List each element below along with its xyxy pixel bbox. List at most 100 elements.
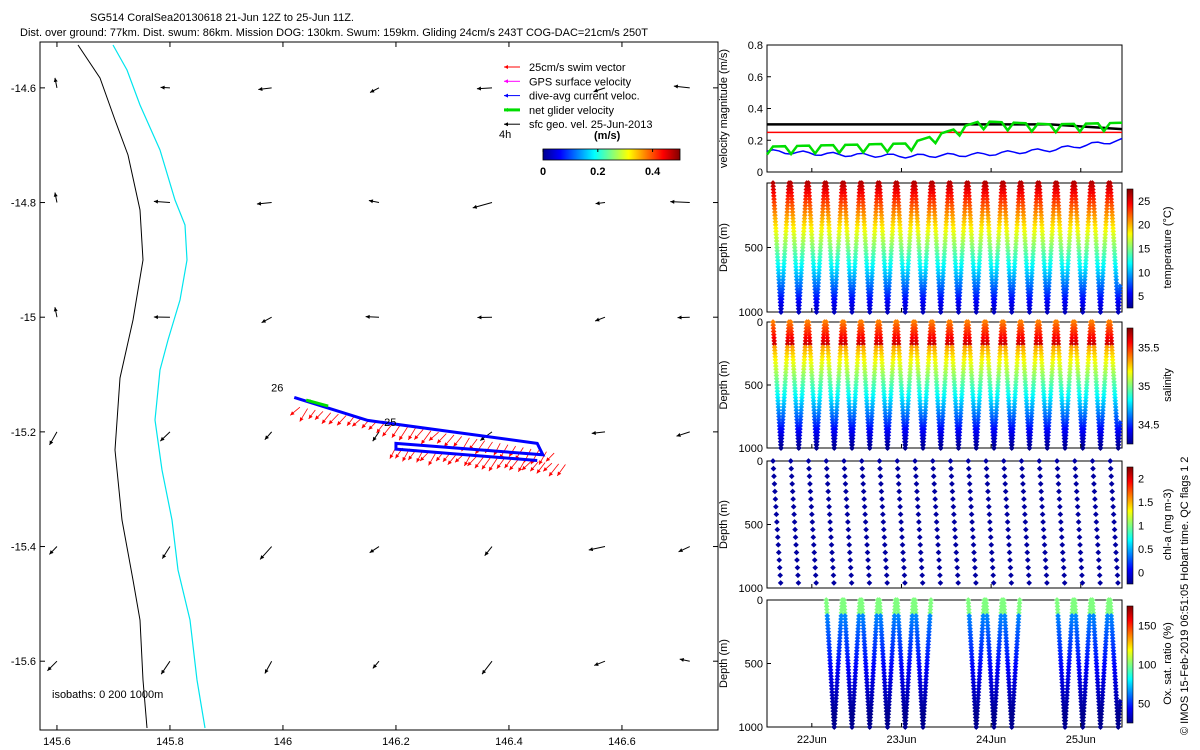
dive-sample-point <box>1040 241 1046 248</box>
dive-sample-point <box>771 199 778 206</box>
dive-sample-point <box>844 228 850 235</box>
dive-sample-point <box>818 231 825 238</box>
dive-sample-point <box>1083 257 1089 264</box>
dive-sample-point <box>834 397 841 404</box>
dive-sample-point <box>906 251 912 257</box>
dive-sample-point <box>783 356 790 363</box>
dive-sample-point <box>851 413 857 420</box>
dive-sample-point <box>887 267 893 273</box>
dive-sample-point <box>1005 251 1011 257</box>
dive-sample-point <box>886 423 892 429</box>
dive-sample-point <box>797 280 804 286</box>
dive-sample-point <box>785 189 792 196</box>
dive-sample-point <box>976 264 982 270</box>
dive-sample-point <box>888 382 895 388</box>
dive-sample-point <box>984 196 990 202</box>
panel-y-label: Depth (m) <box>718 223 730 272</box>
dive-sample-point <box>815 283 821 290</box>
dive-sample-point <box>891 331 898 338</box>
dive-sample-point <box>842 196 848 202</box>
dive-sample-point <box>827 388 834 395</box>
geo-velocity-arrow-head <box>162 554 167 559</box>
dive-sample-point <box>827 238 833 244</box>
dive-sample-point <box>1056 218 1063 225</box>
swim-vector-head <box>382 432 387 437</box>
dive-sample-point <box>852 394 859 401</box>
dive-sample-point <box>816 270 822 277</box>
dive-sample-point <box>852 391 859 398</box>
dive-sample-point <box>837 209 844 215</box>
dive-sample-point <box>939 276 946 283</box>
dive-sample-point <box>837 215 843 222</box>
dive-sample-point <box>1104 199 1111 206</box>
dive-sample-point <box>854 363 861 369</box>
dive-sample-point <box>958 260 965 267</box>
dive-sample-point <box>820 341 826 347</box>
dive-sample-point <box>926 199 933 206</box>
dive-sample-point <box>873 344 879 351</box>
dive-sample-point <box>811 267 817 273</box>
dive-sample-point <box>1046 270 1053 277</box>
dive-sample-point <box>816 267 822 273</box>
dive-sample-point <box>1023 254 1029 261</box>
dive-sample-point <box>785 328 792 335</box>
dive-sample-point <box>888 251 894 257</box>
chla-colorbar-tick-label: 1 <box>1138 521 1144 533</box>
dive-sample-point <box>1090 186 1096 193</box>
dive-sample-point <box>896 212 903 219</box>
dive-sample-point <box>841 183 848 190</box>
dive-sample-point <box>798 404 805 410</box>
dive-sample-point <box>924 244 930 251</box>
dive-sample-point <box>1003 228 1010 235</box>
dive-sample-point <box>997 199 1004 206</box>
dive-sample-point <box>1009 305 1015 312</box>
dive-sample-point <box>1076 254 1083 261</box>
isobath-0m <box>77 44 148 729</box>
dive-sample-point <box>988 260 994 267</box>
dive-sample-point <box>873 347 879 354</box>
dive-sample-point <box>896 215 903 222</box>
dive-sample-point <box>878 344 884 351</box>
dive-sample-point <box>861 363 868 369</box>
dive-sample-point <box>889 372 895 379</box>
dive-sample-point <box>1113 273 1119 280</box>
geo-velocity-arrow-head <box>264 435 269 440</box>
dive-sample-point <box>1100 264 1107 270</box>
dive-sample-point <box>1067 222 1074 228</box>
dive-sample-point <box>1097 305 1104 312</box>
dive-sample-point <box>1049 228 1056 235</box>
dive-sample-point <box>870 385 877 391</box>
dive-sample-point <box>837 350 844 357</box>
dive-sample-point <box>1014 222 1020 228</box>
dive-sample-point <box>1004 231 1010 238</box>
map-y-tick-label: -15.4 <box>11 542 36 554</box>
dive-sample-point <box>801 356 808 363</box>
dive-sample-point <box>884 442 891 448</box>
dive-sample-point <box>952 257 959 264</box>
dive-sample-point <box>1032 215 1039 222</box>
dive-sample-point <box>862 238 869 244</box>
dive-sample-point <box>977 241 984 248</box>
dive-sample-point <box>853 238 860 244</box>
dive-sample-point <box>1036 186 1043 193</box>
dive-sample-point <box>949 209 956 215</box>
dive-sample-point <box>879 231 886 238</box>
swim-vector-head <box>308 414 313 419</box>
dive-sample-point <box>807 202 813 209</box>
dive-sample-point <box>800 241 806 248</box>
dive-sample-point <box>773 241 780 248</box>
dive-sample-point <box>878 347 885 354</box>
dive-sample-point <box>1073 199 1079 206</box>
dive-sample-point <box>925 225 932 231</box>
dive-sample-point <box>829 276 836 283</box>
dive-sample-point <box>854 353 861 360</box>
dive-sample-point <box>793 273 800 280</box>
dive-sample-point <box>1010 276 1017 283</box>
dive-sample-point <box>1076 247 1082 254</box>
swim-vector-head <box>361 423 366 429</box>
dive-sample-point <box>860 341 866 347</box>
swim-vector-head <box>481 464 486 470</box>
dive-sample-point <box>922 273 929 280</box>
dive-sample-point <box>920 305 927 312</box>
